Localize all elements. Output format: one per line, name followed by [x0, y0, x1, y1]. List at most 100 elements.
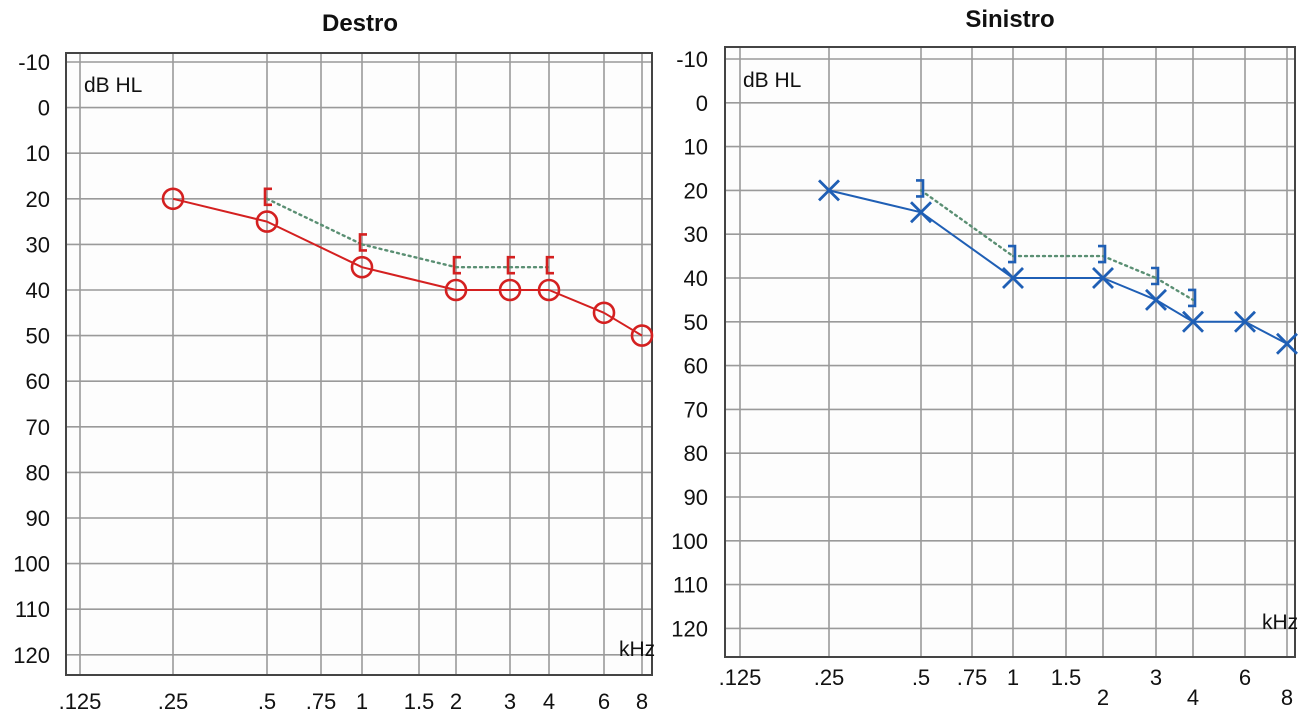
x-tick-label: .125: [719, 665, 762, 690]
data-point-circle: [498, 278, 522, 302]
data-point-bracket: [1188, 288, 1197, 308]
y-axis-label: dB HL: [743, 69, 801, 92]
data-point-circle: [350, 255, 374, 279]
series-line-segment: [1102, 277, 1157, 301]
series-line-segment: [828, 189, 922, 214]
x-axis-label: kHz: [619, 638, 655, 661]
y-tick-label: 90: [26, 506, 50, 531]
y-tick-label: 120: [671, 616, 708, 641]
data-point-bracket: [916, 179, 925, 198]
plot-frame: [65, 52, 653, 676]
data-point-bracket: [545, 255, 554, 275]
series-line-segment: [919, 189, 1015, 258]
data-point-bracket: [1151, 266, 1160, 286]
series-line-segment: [265, 197, 364, 246]
series-line-segment: [1155, 299, 1194, 323]
series-line-segment: [266, 220, 363, 269]
x-tick-label: .75: [957, 665, 988, 690]
data-point-circle: [255, 210, 279, 233]
y-tick-label: 0: [38, 96, 50, 121]
y-tick-label: 120: [13, 643, 50, 668]
x-tick-label: 2: [450, 689, 462, 714]
data-point-circle: [630, 324, 654, 347]
y-tick-label: 60: [684, 354, 708, 379]
x-tick-label: 4: [543, 689, 555, 714]
y-tick-label: 100: [671, 529, 708, 554]
data-point-cross: [1276, 332, 1298, 355]
y-tick-label: 60: [26, 369, 50, 394]
y-tick-label: 0: [696, 91, 708, 116]
x-tick-label: 1.5: [404, 689, 435, 714]
data-point-cross: [1092, 267, 1114, 289]
x-tick-label: 4: [1187, 685, 1199, 710]
y-tick-label: -10: [18, 50, 50, 75]
y-tick-label: 50: [26, 324, 50, 349]
data-point-circle: [592, 301, 616, 325]
y-tick-label: 110: [15, 597, 50, 622]
data-point-cross: [1182, 310, 1204, 333]
y-tick-label: 40: [684, 266, 708, 291]
data-point-cross: [1002, 267, 1024, 289]
chart-title: Destro: [322, 10, 398, 37]
series-line-segment: [1244, 320, 1288, 345]
audiogram-right-ear: Destro -10 0 10 20 30 40 50 60 70 80 90 100 110 120 .12…: [13, 10, 655, 714]
y-tick-label: 40: [26, 278, 50, 303]
x-tick-label: 1: [356, 689, 368, 714]
y-axis-label: dB HL: [84, 74, 142, 97]
y-tick-label: 70: [26, 415, 50, 440]
series-line-segment: [1101, 254, 1158, 280]
y-tick-label: 110: [673, 573, 708, 598]
data-point-circle: [537, 278, 561, 302]
y-tick-label: 90: [684, 485, 708, 510]
data-point-bracket: [263, 187, 272, 207]
x-tick-label: 8: [636, 689, 648, 714]
x-tick-label: .25: [814, 665, 845, 690]
x-tick-label: 1.5: [1051, 665, 1082, 690]
x-tick-label: .5: [912, 665, 930, 690]
data-point-bracket: [506, 255, 515, 275]
plot-area: [66, 53, 652, 675]
y-tick-label: 50: [684, 310, 708, 335]
y-tick-label: 70: [684, 397, 708, 422]
y-tick-label: 10: [684, 135, 708, 160]
y-tick-label: -10: [676, 47, 708, 72]
data-point-bracket: [1008, 244, 1017, 264]
plot-area: [725, 47, 1295, 657]
data-point-circle: [161, 187, 185, 211]
x-axis-label: kHz: [1262, 611, 1298, 634]
series-line-segment: [603, 311, 643, 337]
series-line-segment: [172, 197, 268, 223]
y-tick-label: 20: [26, 187, 50, 212]
series-circle: [161, 187, 654, 347]
y-tick-label: 10: [26, 141, 50, 166]
data-point-cross: [1145, 288, 1167, 311]
series-line-segment: [361, 266, 457, 291]
audiogram-left-ear: Sinistro -10 0 10 20 30 40 50 60 70 80 90 100 110 120.…: [671, 6, 1298, 710]
x-tick-label: .75: [306, 689, 337, 714]
x-tick-label: 6: [598, 689, 610, 714]
y-tick-label: 80: [26, 460, 50, 485]
y-tick-label: 100: [13, 552, 50, 577]
x-tick-label: 3: [1150, 665, 1162, 690]
series-bracket-right: [916, 179, 1197, 308]
data-point-circle: [444, 278, 468, 302]
data-point-bracket: [358, 233, 367, 252]
x-tick-label: 3: [504, 689, 516, 714]
data-point-cross: [818, 179, 840, 202]
x-tick-label: .25: [158, 689, 189, 714]
x-tick-label: 2: [1097, 685, 1109, 710]
series-line-segment: [360, 243, 458, 269]
series-bracket-left: [263, 187, 554, 275]
series-line-segment: [1154, 276, 1195, 302]
y-tick-label: 20: [684, 178, 708, 203]
series-line-segment: [920, 211, 1014, 279]
chart-title: Sinistro: [965, 6, 1054, 33]
y-tick-label: 30: [684, 222, 708, 247]
data-point-cross: [1234, 310, 1256, 333]
x-tick-label: .5: [258, 689, 276, 714]
x-tick-label: 8: [1281, 685, 1293, 710]
series-cross: [818, 179, 1298, 355]
y-tick-label: 30: [26, 232, 50, 257]
data-point-bracket: [1098, 244, 1107, 264]
